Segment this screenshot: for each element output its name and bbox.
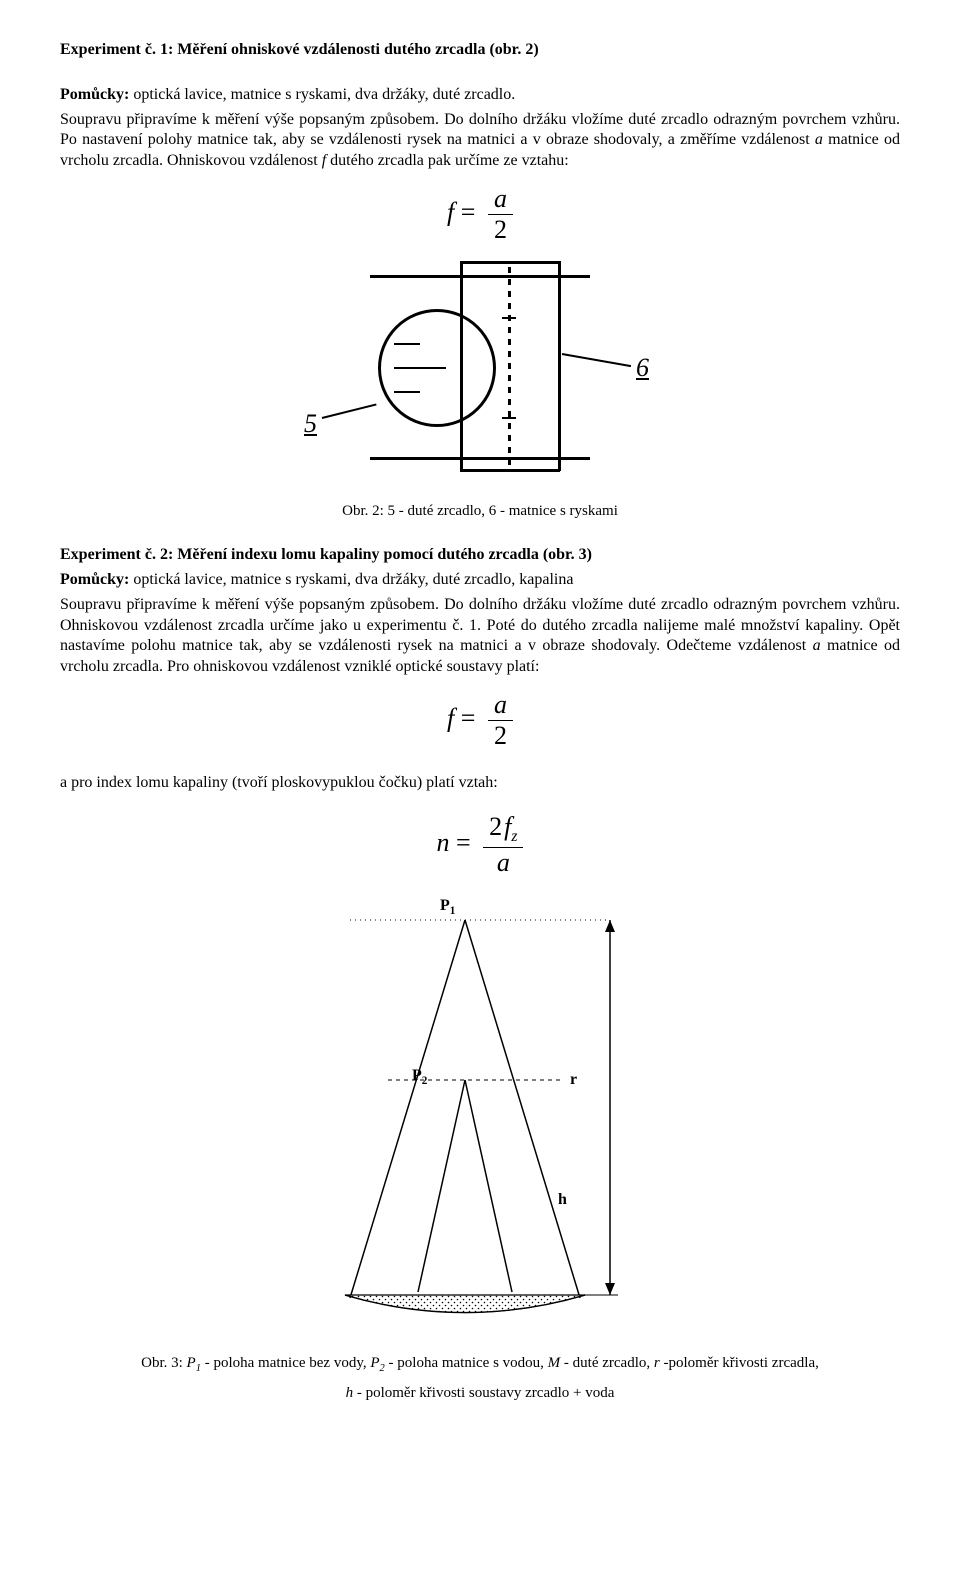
figure-2: 5 6 Obr. 2: 5 - duté zrcadlo, 6 - matnic… <box>60 257 900 521</box>
figure-3: P1 P2 r h <box>60 890 900 1337</box>
exp2-title: Experiment č. 2: Měření indexu lomu kapa… <box>60 545 900 566</box>
fig2-label-6: 6 <box>636 351 649 385</box>
exp1-tools: Pomůcky: optická lavice, matnice s ryska… <box>60 85 900 106</box>
exp2-tools: Pomůcky: optická lavice, matnice s ryska… <box>60 570 900 591</box>
tools-label: Pomůcky: <box>60 86 129 103</box>
exp2-formula-2: n = 2fza <box>60 814 900 876</box>
exp1-body: Soupravu připravíme k měření výše popsan… <box>60 110 900 172</box>
fig3-p2: P2 <box>412 1066 427 1089</box>
tools-label-2: Pomůcky: <box>60 571 129 588</box>
exp1-title: Experiment č. 1: Měření ohniskové vzdále… <box>60 40 900 61</box>
tools-text-2: optická lavice, matnice s ryskami, dva d… <box>129 571 573 588</box>
fig2-label-5: 5 <box>304 407 317 441</box>
cone-diagram <box>240 890 720 1330</box>
fig3-p1: P1 <box>440 896 455 919</box>
exp2-body: Soupravu připravíme k měření výše popsan… <box>60 595 900 678</box>
fig3-h: h <box>558 1190 567 1211</box>
exp2-body-2: a pro index lomu kapaliny (tvoří ploskov… <box>60 773 900 794</box>
fig2-caption: Obr. 2: 5 - duté zrcadlo, 6 - matnice s … <box>60 502 900 522</box>
fig3-caption-line1: Obr. 3: P1 - poloha matnice bez vody, P2… <box>60 1354 900 1376</box>
fig3-caption-line2: h - poloměr křivosti soustavy zrcadlo + … <box>60 1384 900 1404</box>
tools-text: optická lavice, matnice s ryskami, dva d… <box>129 86 515 103</box>
exp2-formula-1: f = a2 <box>60 692 900 749</box>
fig3-r: r <box>570 1070 577 1091</box>
exp1-formula: f = a2 <box>60 186 900 243</box>
